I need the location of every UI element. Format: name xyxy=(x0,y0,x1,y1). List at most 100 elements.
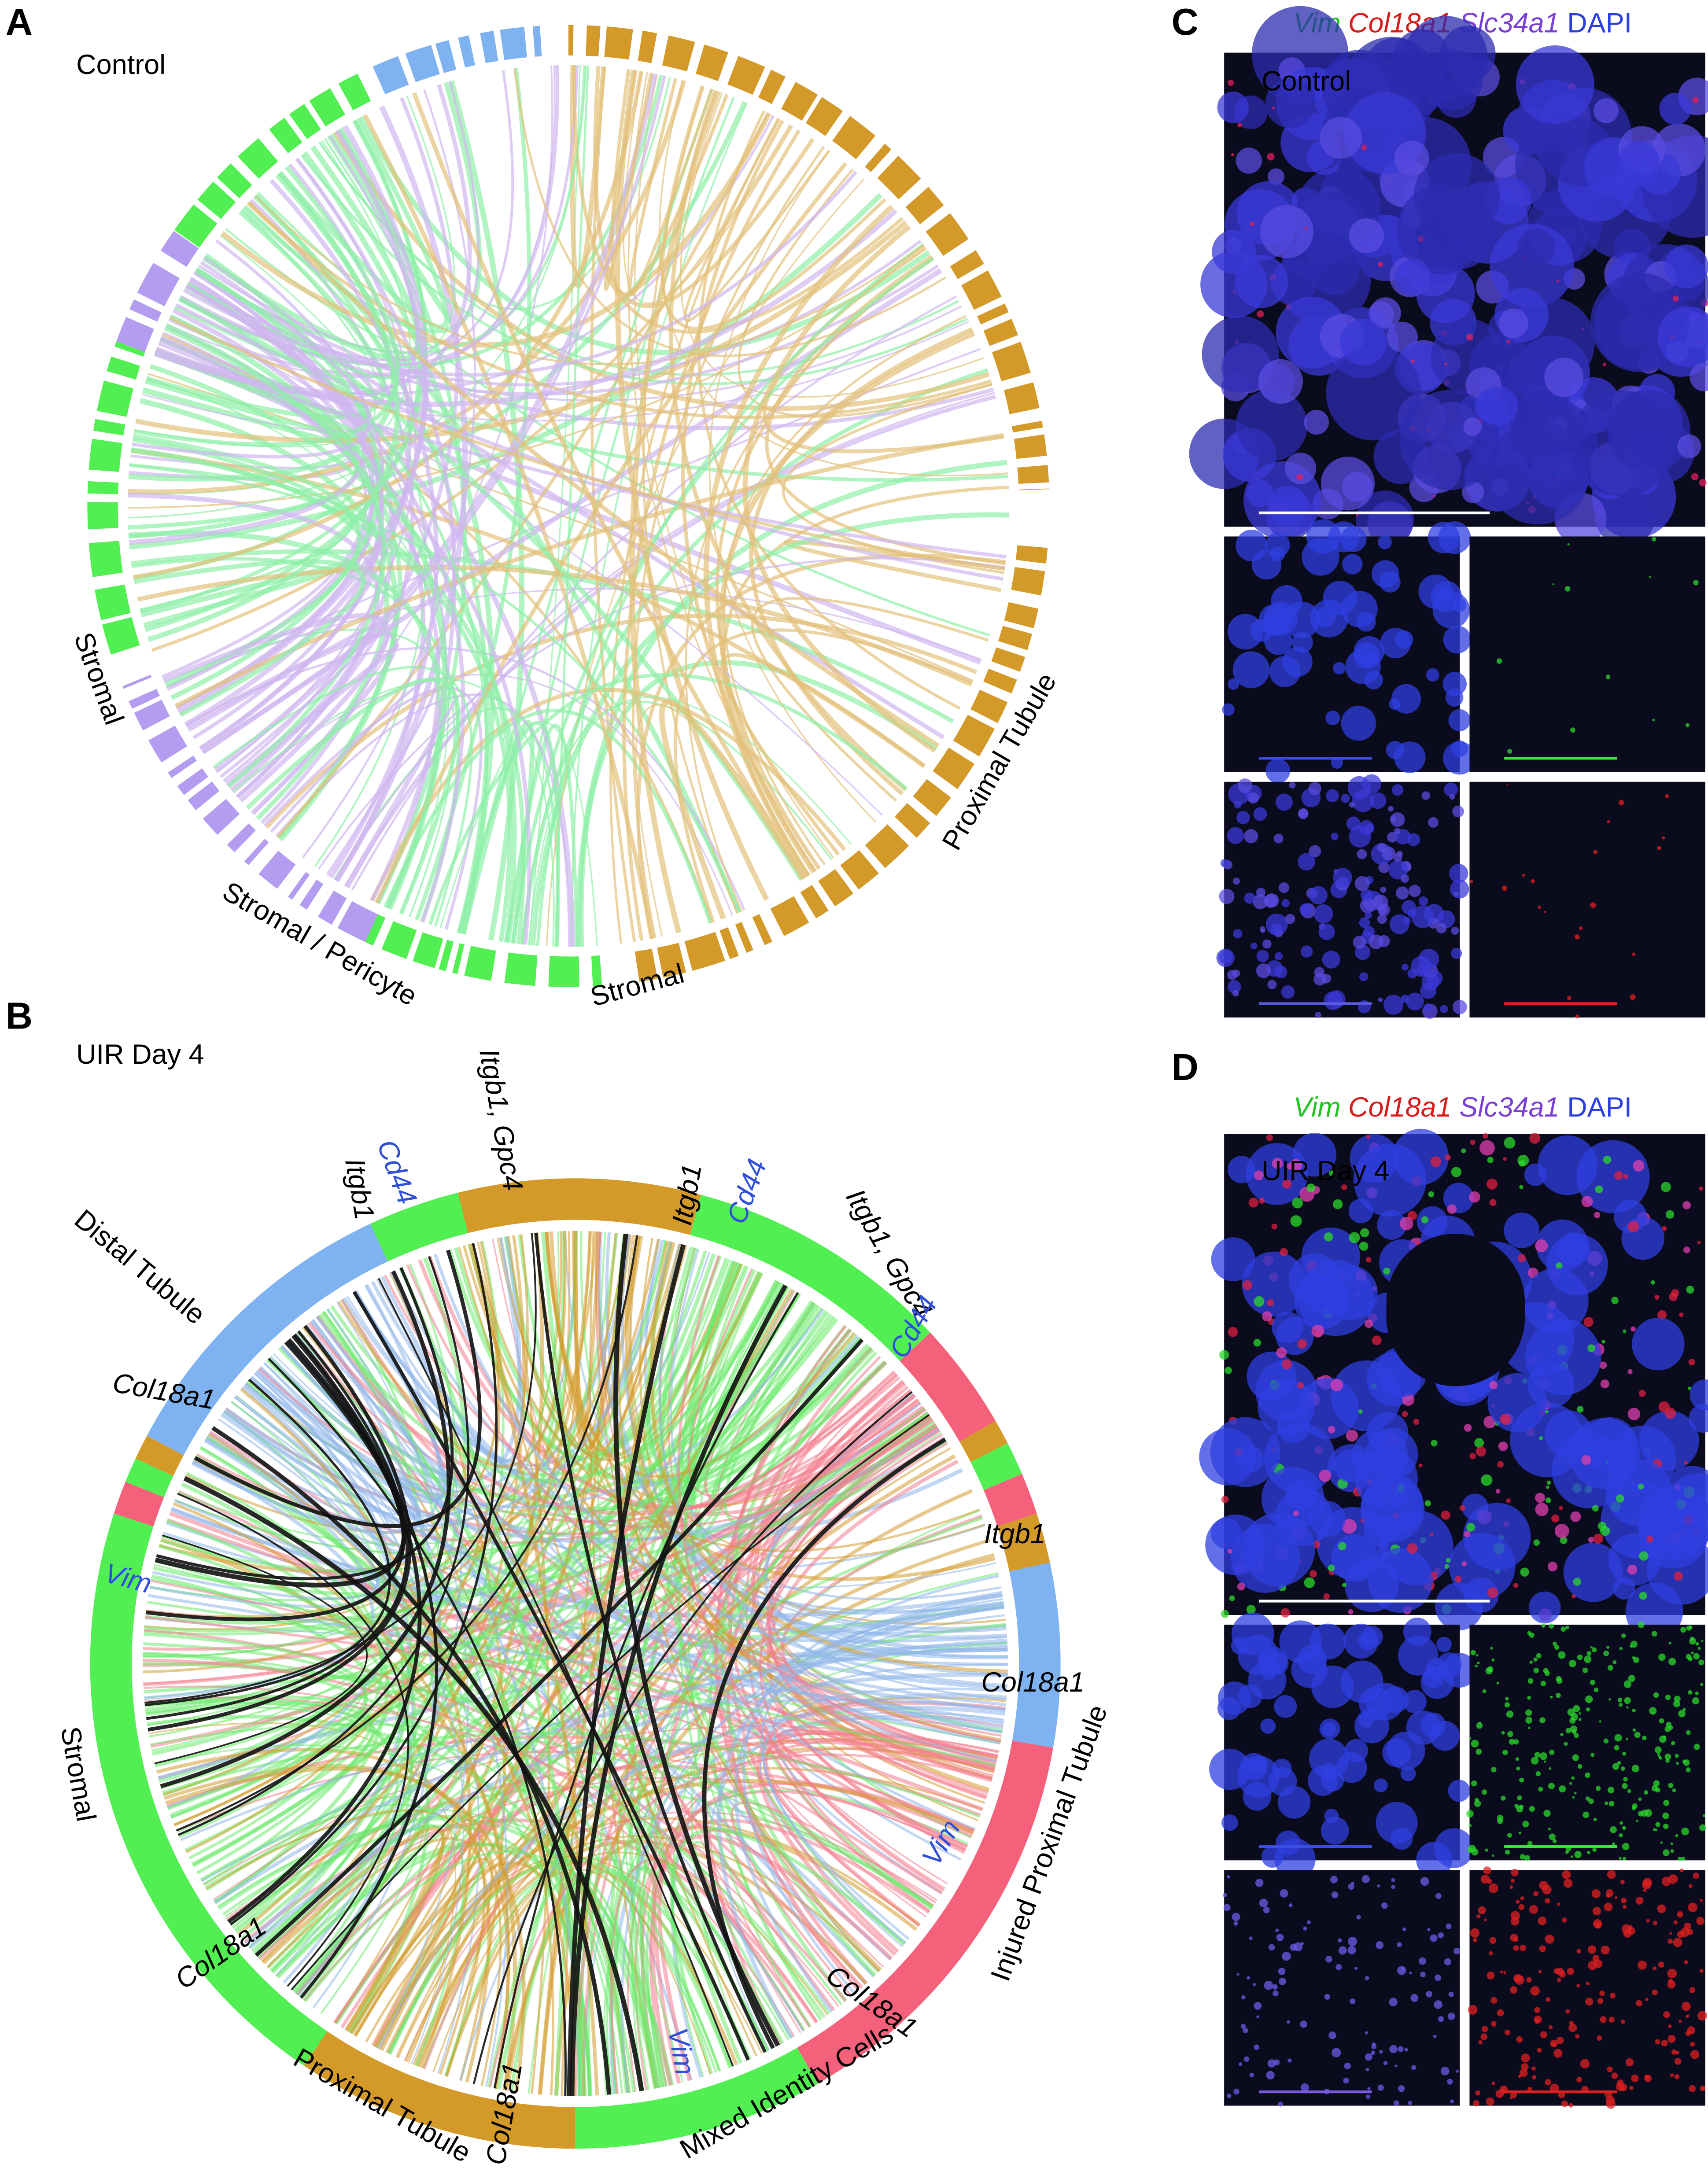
signal xyxy=(1219,888,1235,904)
signal xyxy=(1632,1656,1635,1659)
signal xyxy=(1328,1170,1335,1176)
signal xyxy=(1228,678,1239,690)
signal xyxy=(1565,2009,1570,2014)
signal xyxy=(1377,914,1387,924)
signal xyxy=(1382,846,1396,861)
signal xyxy=(1556,280,1559,283)
signal xyxy=(1452,999,1467,1014)
signal xyxy=(1504,2029,1510,2035)
signal xyxy=(1471,1740,1479,1747)
signal xyxy=(1575,934,1580,940)
signal xyxy=(1629,1644,1633,1648)
signal xyxy=(1559,1506,1563,1510)
signal xyxy=(1211,1237,1255,1281)
arc-segment xyxy=(114,1482,164,1526)
signal xyxy=(1570,727,1575,733)
signal xyxy=(1613,1200,1647,1233)
signal xyxy=(1274,1695,1297,1718)
signal xyxy=(1442,671,1467,696)
signal xyxy=(1228,1156,1255,1183)
arc-segment xyxy=(452,943,465,974)
chord xyxy=(669,1248,1002,1600)
signal xyxy=(1272,1312,1303,1343)
arc-segment xyxy=(604,26,633,60)
signal xyxy=(1616,1494,1624,1503)
signal xyxy=(1692,97,1699,103)
signal xyxy=(1321,1817,1349,1845)
signal xyxy=(1233,1921,1238,1926)
arc-segment xyxy=(96,380,134,417)
signal xyxy=(1400,1766,1416,1781)
signal xyxy=(1586,1851,1590,1854)
signal xyxy=(1343,1623,1379,1659)
signal xyxy=(1341,705,1376,741)
signal xyxy=(1369,934,1383,949)
arc-segment xyxy=(690,1194,930,1361)
signal xyxy=(1480,2033,1487,2040)
signal xyxy=(1356,514,1359,516)
signal xyxy=(1668,1783,1674,1788)
signal xyxy=(1330,1379,1343,1392)
signal xyxy=(1697,1241,1701,1245)
signal xyxy=(1495,1489,1501,1494)
chord xyxy=(346,1252,710,1471)
signal xyxy=(1391,1828,1413,1850)
arc-segment xyxy=(116,317,154,352)
signal xyxy=(1590,1646,1593,1648)
signal xyxy=(1325,711,1340,726)
signal xyxy=(1471,1780,1477,1787)
signal xyxy=(1621,1633,1626,1638)
signal xyxy=(1490,1997,1498,2004)
signal xyxy=(1654,1294,1660,1300)
chord xyxy=(145,1701,375,1866)
chord xyxy=(212,666,473,927)
signal xyxy=(1487,1879,1492,1884)
signal xyxy=(1253,1339,1261,1347)
signal xyxy=(1535,1503,1549,1516)
arc-segment xyxy=(269,118,302,154)
chord xyxy=(170,314,883,816)
signal xyxy=(1358,820,1374,835)
signal xyxy=(1516,2036,1523,2043)
signal xyxy=(1631,2074,1639,2083)
signal xyxy=(1627,1369,1633,1374)
signal xyxy=(1579,926,1583,930)
chord xyxy=(534,1232,767,2053)
chord xyxy=(162,613,390,803)
signal xyxy=(1578,1718,1582,1721)
chord xyxy=(247,1380,413,1949)
chord xyxy=(269,179,439,879)
signal xyxy=(1577,1654,1583,1660)
signal xyxy=(1690,1379,1708,1410)
signal xyxy=(1459,1505,1465,1511)
signal xyxy=(1693,580,1699,586)
signal xyxy=(1619,1703,1623,1707)
signal xyxy=(1663,1799,1670,1806)
signal xyxy=(1673,1920,1678,1925)
signal xyxy=(1258,359,1303,404)
signal xyxy=(1504,1213,1540,1249)
signal xyxy=(1356,612,1376,632)
signal xyxy=(1688,1902,1698,1913)
chord xyxy=(151,1231,560,1751)
gene-label: Itgb1 xyxy=(339,1156,380,1222)
signal xyxy=(1688,1359,1695,1366)
gene-label: Itgb1, Gpc4 xyxy=(473,1047,528,1193)
signal xyxy=(1366,2094,1370,2099)
signal xyxy=(1448,1780,1470,1802)
signal xyxy=(1387,832,1398,843)
signal xyxy=(1487,1373,1547,1433)
signal xyxy=(1237,122,1242,128)
signal xyxy=(1395,630,1413,649)
signal xyxy=(1594,98,1619,123)
signal xyxy=(1353,936,1366,949)
signal xyxy=(1583,1811,1590,1818)
arc-segment xyxy=(174,204,218,248)
signal xyxy=(1690,2042,1695,2047)
signal xyxy=(1586,1707,1590,1712)
signal xyxy=(1608,1801,1615,1806)
arc-segment xyxy=(129,689,160,709)
signal xyxy=(1580,2059,1590,2068)
signal xyxy=(1249,1936,1253,1940)
signal xyxy=(1664,1753,1671,1760)
